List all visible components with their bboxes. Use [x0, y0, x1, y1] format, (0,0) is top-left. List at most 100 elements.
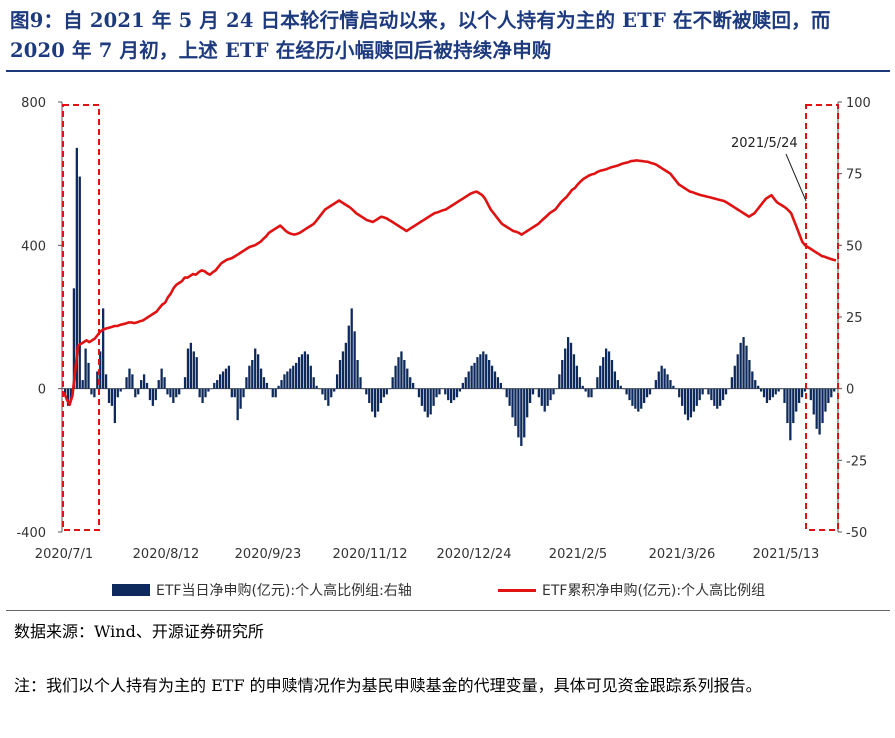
bar-daily-net-subscription — [64, 388, 67, 395]
bar-daily-net-subscription — [824, 388, 827, 412]
bar-daily-net-subscription — [523, 388, 526, 438]
bar-daily-net-subscription — [721, 388, 725, 401]
bar-daily-net-subscription — [441, 388, 444, 390]
bar-daily-net-subscription — [69, 388, 73, 401]
bar-daily-net-subscription — [593, 388, 596, 390]
bar-daily-net-subscription — [692, 388, 695, 412]
bar-daily-net-subscription — [444, 388, 447, 395]
bar-daily-net-subscription — [663, 368, 666, 389]
bar-daily-net-subscription — [590, 388, 593, 398]
bar-daily-net-subscription — [157, 380, 160, 389]
bar-daily-net-subscription — [81, 380, 84, 389]
bar-daily-net-subscription — [795, 388, 798, 412]
bar-daily-net-subscription — [526, 388, 529, 418]
bar-daily-net-subscription — [289, 368, 292, 389]
bar-daily-net-subscription — [93, 388, 96, 398]
bar-daily-net-subscription — [186, 348, 190, 389]
legend-bar-label: ETF当日净申购(亿元):个人高比例组:右轴 — [156, 583, 412, 599]
bar-daily-net-subscription — [607, 351, 611, 389]
bar-daily-net-subscription — [812, 388, 815, 415]
left-tick-label: 400 — [21, 239, 46, 254]
bar-daily-net-subscription — [748, 360, 751, 389]
right-tick-label: 50 — [846, 239, 863, 254]
bar-daily-net-subscription — [774, 388, 777, 395]
chart: -400 0 400 800 -50 -25 0 25 50 75 100 2021/5/24 2020… — [16, 96, 870, 562]
bar-daily-net-subscription — [765, 388, 769, 403]
bar-daily-net-subscription — [426, 388, 429, 418]
bar-daily-net-subscription — [391, 377, 394, 389]
bar-daily-net-subscription — [493, 371, 497, 389]
bar-daily-net-subscription — [262, 377, 266, 389]
bar-daily-net-subscription — [104, 374, 108, 389]
bar-daily-net-subscription — [695, 388, 698, 406]
bar-daily-net-subscription — [797, 388, 801, 403]
bar-daily-net-subscription — [432, 388, 435, 406]
bar-daily-net-subscription — [420, 388, 424, 406]
bar-daily-net-subscription — [604, 348, 608, 389]
bar-daily-net-subscription — [739, 342, 742, 389]
bar-daily-net-subscription — [151, 388, 155, 406]
bar-daily-net-subscription — [107, 388, 111, 403]
bar-daily-net-subscription — [555, 388, 558, 390]
bar-daily-net-subscription — [759, 388, 763, 392]
bar-daily-net-subscription — [511, 388, 514, 418]
bar-daily-net-subscription — [388, 388, 391, 390]
bar-daily-net-subscription — [736, 354, 739, 389]
bar-daily-net-subscription — [292, 365, 295, 389]
bar-daily-net-subscription — [479, 354, 482, 389]
left-tick-label: -400 — [16, 526, 46, 541]
bar-daily-net-subscription — [312, 377, 315, 389]
x-tick-label: 2020/7/1 — [35, 547, 93, 562]
chart-title: 图9：自 2021 年 5 月 24 日本轮行情启动以来，以个人持有为主的 ET… — [10, 9, 831, 62]
right-tick-label: 0 — [846, 383, 854, 398]
bar-daily-net-subscription — [482, 351, 485, 389]
bar-daily-net-subscription — [561, 360, 564, 389]
bar-daily-net-subscription — [353, 331, 356, 389]
bar-daily-net-subscription — [295, 362, 298, 389]
bar-daily-net-subscription — [654, 380, 657, 389]
bar-daily-net-subscription — [669, 380, 672, 389]
bar-daily-net-subscription — [534, 388, 538, 390]
bar-daily-net-subscription — [757, 385, 760, 389]
bar-daily-net-subscription — [189, 342, 193, 389]
bar-daily-net-subscription — [643, 388, 646, 403]
bar-daily-net-subscription — [780, 388, 783, 390]
bar-daily-net-subscription — [230, 388, 233, 398]
right-tick-label: 25 — [846, 311, 863, 326]
bar-daily-net-subscription — [87, 362, 90, 389]
bar-daily-net-subscription — [218, 374, 222, 389]
bar-daily-net-subscription — [242, 388, 245, 398]
bar-daily-net-subscription — [540, 388, 543, 406]
bar-daily-net-subscription — [602, 357, 605, 389]
bar-daily-net-subscription — [409, 377, 412, 389]
bar-daily-net-subscription — [306, 354, 309, 389]
bar-daily-net-subscription — [803, 388, 807, 392]
bar-daily-net-subscription — [116, 388, 119, 398]
bar-daily-net-subscription — [303, 351, 307, 389]
bar-daily-net-subscription — [575, 365, 579, 389]
bar-daily-net-subscription — [581, 385, 584, 389]
bar-daily-net-subscription — [450, 388, 453, 403]
bar-daily-net-subscription — [128, 368, 131, 389]
bar-daily-net-subscription — [447, 388, 450, 401]
bar-daily-net-subscription — [309, 365, 312, 389]
legend-bar-swatch — [112, 584, 150, 596]
bar-daily-net-subscription — [771, 388, 774, 398]
right-tick-label: 75 — [846, 168, 863, 183]
bar-daily-net-subscription — [666, 374, 669, 389]
bar-daily-net-subscription — [637, 388, 640, 412]
bar-daily-net-subscription — [613, 371, 617, 389]
bar-daily-net-subscription — [154, 388, 157, 401]
bar-daily-net-subscription — [423, 388, 426, 412]
legend-item-line: ETF累积净申购(亿元):个人高比例组 — [498, 580, 765, 600]
bar-daily-net-subscription — [675, 388, 678, 390]
bar-daily-net-subscription — [134, 388, 137, 398]
bar-daily-net-subscription — [371, 388, 374, 412]
bar-daily-net-subscription — [201, 388, 204, 403]
bar-daily-net-subscription — [277, 385, 280, 389]
bar-daily-net-subscription — [271, 388, 274, 398]
bar-daily-net-subscription — [698, 388, 701, 401]
bar-daily-net-subscription — [207, 388, 210, 392]
bar-daily-net-subscription — [464, 377, 467, 389]
bar-daily-net-subscription — [625, 388, 628, 395]
